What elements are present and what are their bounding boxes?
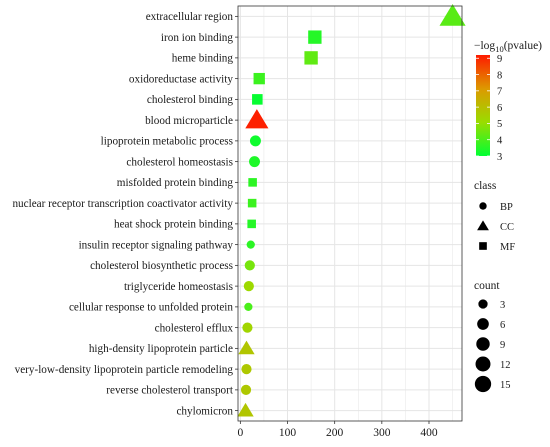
x-tick-label: 100 [279,427,297,439]
category-label: reverse cholesterol transport [106,385,234,397]
data-point [242,322,253,333]
count-legend-label: 12 [500,360,511,371]
colorbar-tick-label: 7 [497,87,502,98]
colorbar-tick-label: 6 [497,103,502,114]
data-point [439,3,466,26]
category-label: cholesterol homeostasis [126,156,233,168]
count-legend-label: 6 [500,320,505,331]
data-point [237,402,254,417]
x-tick-label: 300 [373,427,391,439]
category-label: extracellular region [146,11,234,23]
count-legend-key [477,318,489,330]
category-label: lipoprotein metabolic process [101,136,233,148]
color-legend-title: −log10(pvalue) [474,40,542,54]
count-legend-key [476,337,490,351]
count-legend-key [478,299,488,309]
colorbar-tick-label: 5 [497,119,502,130]
data-point [249,135,261,147]
category-label: cholesterol efflux [155,322,234,334]
category-labels: extracellular region iron ion binding heme… [12,11,238,417]
count-legend: count 3 6 9 12 15 [474,280,511,393]
class-legend-key [479,202,487,210]
data-point [253,72,265,85]
colorbar-tick-label: 8 [497,70,502,81]
class-legend-items: BP CC MF [477,202,515,253]
colorbar [476,55,490,156]
category-label: chylomicron [176,405,233,417]
class-legend-label: CC [500,222,514,233]
count-legend-label: 9 [500,340,505,351]
data-point [252,94,263,105]
data-point [240,384,252,395]
category-label: misfolded protein binding [117,177,234,189]
x-tick-label: 0 [237,427,243,439]
class-legend-key [477,220,489,231]
data-point [245,109,269,129]
class-legend-label: MF [500,242,515,253]
data-point [238,340,255,355]
category-label: high-density lipoprotein particle [89,343,233,355]
class-legend: class BP CC MF [474,180,515,253]
data-point [244,302,253,311]
grid-lines [238,6,462,421]
class-legend-label: BP [500,202,513,213]
category-label: heme binding [172,53,234,65]
color-legend: −log10(pvalue) 9 8 7 6 5 4 3 [474,40,542,163]
class-legend-title: class [474,180,497,192]
count-legend-key [475,356,491,372]
data-point [241,364,252,375]
category-label: triglyceride homeostasis [124,281,233,293]
colorbar-tick-label: 4 [497,136,503,147]
data-point [249,156,260,168]
category-label: blood microparticle [145,115,233,127]
category-label: iron ion binding [161,32,234,44]
count-legend-title: count [474,280,500,292]
colorbar-tick-label: 9 [497,54,502,65]
category-label: heat shock protein binding [114,219,233,231]
colorbar-ticks: 9 8 7 6 5 4 3 [476,54,503,163]
x-tick-label: 400 [420,427,438,439]
data-point [247,219,256,229]
data-point [247,198,257,208]
category-label: very-low-density lipoprotein particle re… [15,364,234,376]
category-label: insulin receptor signaling pathway [79,239,234,251]
category-label: cholesterol binding [147,94,233,106]
x-axis: 0 100 200 300 400 [237,421,438,439]
data-point [243,281,254,292]
data-points [237,3,466,417]
category-label: cholesterol biosynthetic process [90,260,233,272]
class-legend-key [479,242,487,250]
colorbar-tick-label: 3 [497,152,502,163]
x-tick-label: 200 [326,427,344,439]
data-point [246,240,255,249]
count-legend-items: 3 6 9 12 15 [474,299,511,393]
category-label: cellular response to unfolded protein [69,302,233,314]
data-point [308,30,322,44]
count-legend-key [474,375,492,393]
count-legend-label: 3 [500,300,505,311]
category-label: oxidoreductase activity [129,73,233,85]
category-label: nuclear receptor transcription coactivat… [12,198,233,210]
data-point [248,178,257,187]
plot-panel-border [237,5,463,422]
count-legend-label: 15 [500,380,511,391]
data-point [244,260,255,271]
data-point [304,51,318,65]
